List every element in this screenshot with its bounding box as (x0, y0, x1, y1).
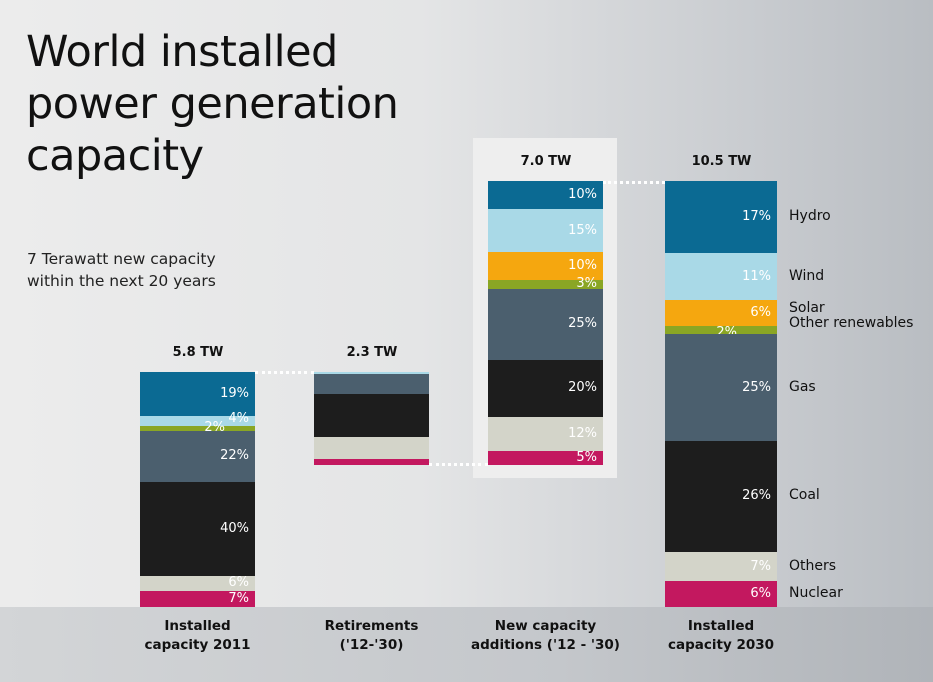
subtitle: 7 Terawatt new capacity within the next … (27, 248, 216, 292)
segment-percent-label: 15% (568, 222, 597, 238)
segment-percent-label: 6% (228, 575, 249, 591)
segment-percent-label: 25% (568, 316, 597, 332)
subtitle-line: within the next 20 years (27, 272, 216, 290)
title-line: capacity (26, 131, 204, 181)
bar-segment-gas (665, 334, 777, 441)
bar-segment-nuclear (488, 450, 603, 465)
segment-percent-label: 5% (576, 449, 597, 465)
bar-segment-coal (488, 359, 603, 417)
bar-segment-nuclear (665, 581, 777, 607)
legend-label: Coal (789, 487, 820, 504)
segment-percent-label: 11% (742, 268, 771, 284)
category-label-line: additions ('12 - '30) (471, 637, 620, 653)
category-label-line: New capacity (494, 618, 597, 634)
bar-segment-wind (314, 371, 429, 374)
legend-label: Hydro (789, 208, 831, 225)
bar-segment-coal (665, 440, 777, 552)
segment-percent-label: 20% (568, 380, 597, 396)
bar-segment-wind (140, 416, 255, 426)
segment-percent-label: 4% (228, 411, 249, 427)
segment-percent-label: 26% (742, 488, 771, 504)
bar-total-label: 10.5 TW (691, 154, 752, 169)
bar-segment-hydro (665, 181, 777, 254)
bar-segment-coal (314, 394, 429, 437)
bar-segment-nuclear (140, 590, 255, 607)
connector-dotted-line (429, 463, 488, 466)
segment-percent-label: 6% (750, 305, 771, 321)
segment-percent-label: 6% (750, 586, 771, 602)
connector-dotted-line (255, 370, 314, 374)
segment-percent-label: 40% (220, 521, 249, 537)
segment-percent-label: 22% (220, 448, 249, 464)
category-label: Installed capacity 2030 (646, 617, 796, 655)
bar-segment-gas (314, 373, 429, 395)
title-line: World installed (26, 27, 338, 77)
segment-percent-label: 10% (568, 258, 597, 274)
bar-segment-hydro (140, 371, 255, 417)
bar-segment-solar (665, 300, 777, 326)
category-label-line: capacity 2011 (144, 637, 251, 653)
bar-segment-coal (140, 482, 255, 577)
bar-segment-wind (665, 253, 777, 301)
bar-segment-hydro (488, 181, 603, 210)
category-label-line: Retirements (324, 618, 419, 634)
legend-label: Solar (789, 300, 825, 317)
bar-segment-other-renewables (665, 325, 777, 335)
bar-segment-solar (488, 252, 603, 281)
bar-segment-gas (488, 288, 603, 360)
category-label-line: ('12-'30) (339, 637, 404, 653)
bar-segment-others (488, 416, 603, 451)
legend-label: Other renewables (789, 315, 914, 332)
segment-percent-label: 3% (576, 276, 597, 292)
category-label: Retirements ('12-'30) (297, 617, 447, 655)
bar-segment-others (314, 437, 429, 460)
segment-percent-label: 19% (220, 386, 249, 402)
segment-percent-label: 10% (568, 187, 597, 203)
category-label: Installed capacity 2011 (123, 617, 273, 655)
bar-segment-other-renewables (488, 280, 603, 289)
connector-dotted-line (603, 181, 665, 184)
bar-segment-nuclear (314, 459, 429, 465)
legend-label: Nuclear (789, 585, 843, 602)
bar-segment-others (140, 576, 255, 591)
bar-segment-other-renewables (140, 425, 255, 431)
category-label-line: Installed (687, 618, 755, 634)
segment-percent-label: 7% (750, 558, 771, 574)
segment-percent-label: 17% (742, 209, 771, 225)
legend-label: Gas (789, 378, 816, 395)
bar-segment-others (665, 551, 777, 582)
bar-segment-gas (140, 430, 255, 483)
subtitle-line: 7 Terawatt new capacity (27, 250, 216, 268)
category-label: New capacity additions ('12 - '30) (471, 617, 621, 655)
legend-label: Wind (789, 267, 825, 284)
legend-label: Others (789, 557, 837, 574)
title-line: power generation (26, 79, 399, 129)
bar-total-label: 2.3 TW (346, 344, 398, 360)
page-title: World installed power generation capacit… (26, 26, 399, 182)
category-label-line: capacity 2030 (667, 637, 775, 653)
bar-total-label: 7.0 TW (520, 154, 572, 169)
bar-segment-wind (488, 209, 603, 252)
segment-percent-label: 12% (568, 425, 597, 441)
category-label-line: Installed (164, 618, 231, 634)
bar-total-label: 5.8 TW (172, 344, 224, 360)
segment-percent-label: 7% (228, 590, 249, 606)
bottom-band (0, 607, 933, 682)
segment-percent-label: 25% (742, 379, 771, 395)
